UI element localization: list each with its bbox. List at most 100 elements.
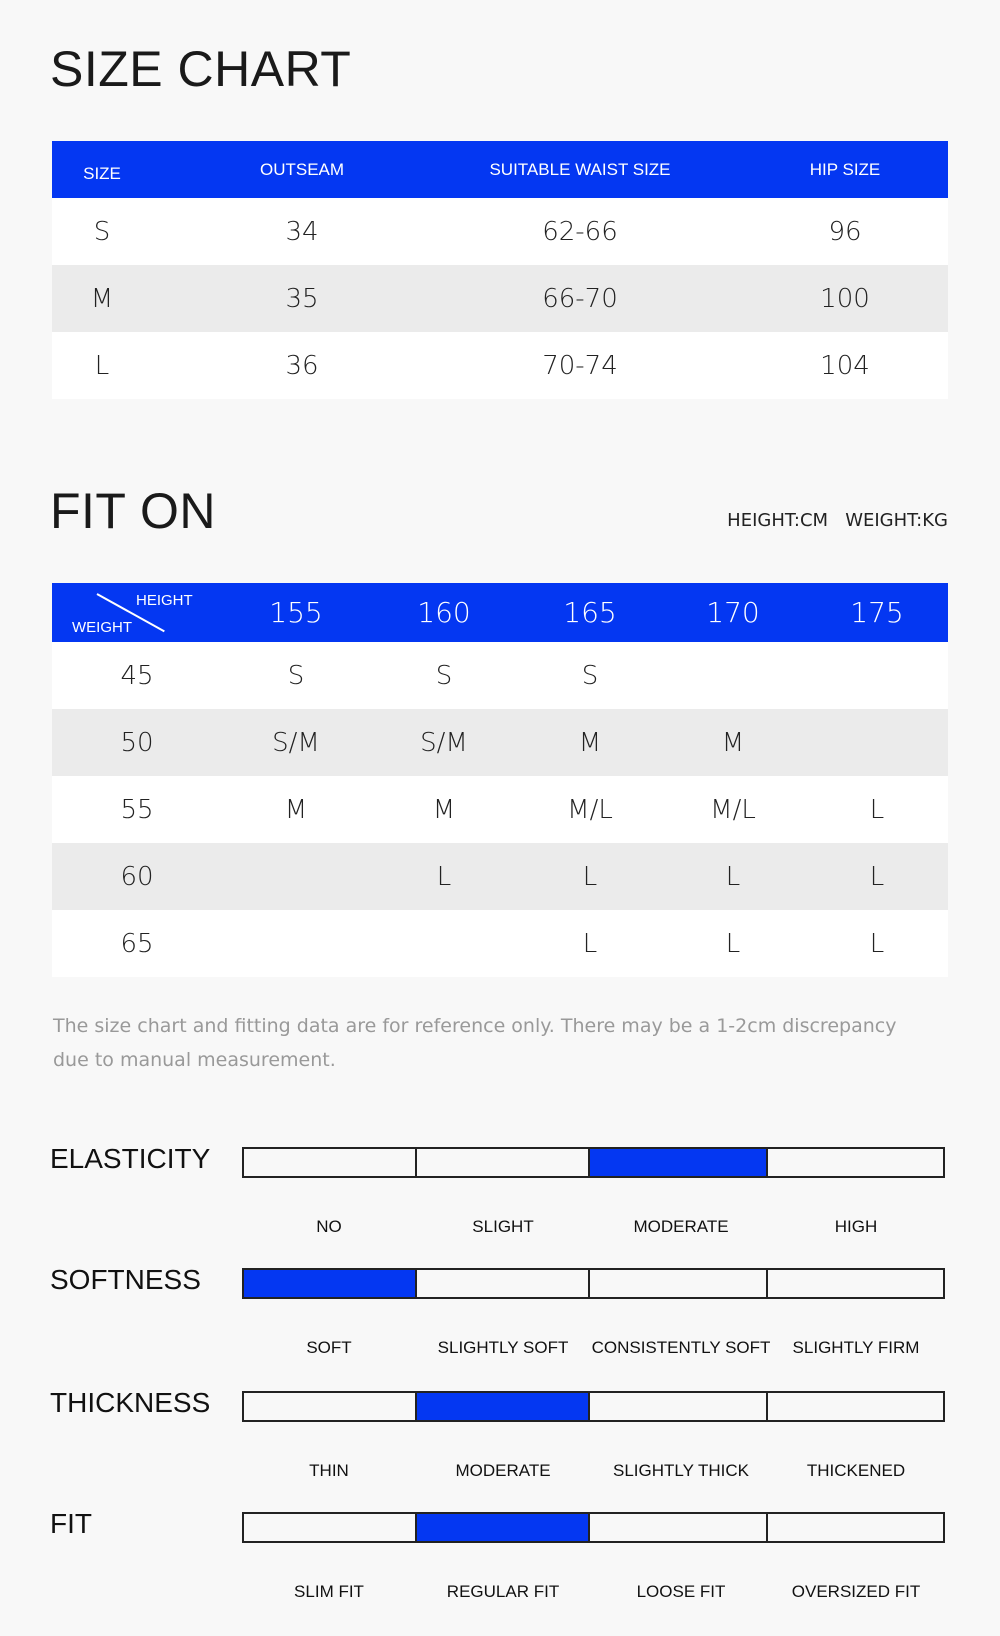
- scale-option: LOOSE FIT: [636, 1582, 726, 1601]
- table-cell: 70-74: [542, 350, 618, 381]
- scale-label: SOFTNESS: [50, 1264, 201, 1295]
- table-cell: 62-66: [542, 216, 618, 247]
- table-row: 60 L L L L: [52, 843, 948, 910]
- table-cell: 66-70: [542, 283, 618, 314]
- table-cell: 65: [120, 928, 154, 959]
- height-header: 155: [269, 596, 323, 629]
- table-row: 55 M M M/L M/L L: [52, 776, 948, 843]
- disclaimer: The size chart and fitting data are for …: [53, 1015, 897, 1071]
- scale-label: THICKNESS: [50, 1387, 211, 1418]
- scale-segment: [244, 1270, 418, 1297]
- table-cell: L: [869, 861, 885, 892]
- table-cell: 60: [120, 861, 154, 892]
- scale-option: REGULAR FIT: [446, 1582, 560, 1601]
- table-cell: S: [581, 660, 599, 691]
- height-header: 160: [417, 596, 471, 629]
- header-cell: SUITABLE WAIST SIZE: [489, 159, 671, 179]
- scale-bar-softness: [242, 1268, 945, 1299]
- scale-option: MODERATE: [455, 1461, 551, 1480]
- scale-segment: [768, 1393, 943, 1420]
- scale-option: SOFT: [306, 1338, 352, 1357]
- scale-segment: [417, 1514, 591, 1541]
- scale-option: CONSISTENTLY SOFT: [591, 1338, 771, 1357]
- corner-weight-label: WEIGHT: [72, 619, 132, 636]
- table-cell: 45: [120, 660, 154, 691]
- scale-segment: [590, 1270, 769, 1297]
- scale-option: SLIGHT: [472, 1217, 534, 1236]
- scale-segment: [417, 1270, 591, 1297]
- table-cell: S/M: [272, 727, 320, 758]
- table-row: M 35 66-70 100: [52, 265, 948, 332]
- scale-segment: [244, 1514, 418, 1541]
- fit-on-title: FIT ON: [50, 483, 216, 539]
- table-cell: S: [435, 660, 453, 691]
- scale-segment: [590, 1149, 769, 1176]
- table-cell: 100: [820, 283, 870, 314]
- table-cell: M: [284, 794, 308, 825]
- table-cell: S: [287, 660, 305, 691]
- scale-bar-thickness: [242, 1391, 945, 1422]
- table-cell: S: [93, 216, 111, 247]
- table-row: 65 L L L: [52, 910, 948, 977]
- table-cell: M/L: [567, 794, 613, 825]
- table-cell: 50: [120, 727, 154, 758]
- scale-option: HIGH: [834, 1217, 878, 1236]
- table-cell: M/L: [710, 794, 756, 825]
- scale-segment: [244, 1393, 418, 1420]
- table-cell: M: [432, 794, 456, 825]
- table-cell: M: [90, 283, 114, 314]
- table-cell: L: [582, 861, 598, 892]
- table-cell: 34: [285, 216, 319, 247]
- table-cell: L: [869, 928, 885, 959]
- table-cell: 36: [285, 350, 319, 381]
- scale-segment: [768, 1514, 943, 1541]
- scale-segment: [590, 1514, 769, 1541]
- fit-on-header: HEIGHT WEIGHT 155 160 165 170 175: [52, 583, 948, 642]
- scale-option: MODERATE: [633, 1217, 729, 1236]
- table-cell: L: [725, 928, 741, 959]
- scale-label: FIT: [50, 1508, 92, 1539]
- scale-bar-fit: [242, 1512, 945, 1543]
- table-cell: S/M: [420, 727, 468, 758]
- scale-segment: [768, 1270, 943, 1297]
- scale-option: SLIGHTLY THICK: [612, 1461, 750, 1480]
- scale-option: SLIM FIT: [294, 1582, 364, 1601]
- header-cell: OUTSEAM: [259, 159, 345, 179]
- size-chart-title: SIZE CHART: [50, 41, 352, 97]
- scale-segment: [590, 1393, 769, 1420]
- table-cell: L: [869, 794, 885, 825]
- table-cell: 104: [820, 350, 870, 381]
- scale-bar-elasticity: [242, 1147, 945, 1178]
- height-header: 175: [850, 596, 904, 629]
- header-cell: SIZE: [83, 163, 121, 183]
- table-cell: 55: [120, 794, 154, 825]
- scale-option: NO: [316, 1217, 342, 1236]
- table-row: S 34 62-66 96: [52, 198, 948, 265]
- table-cell: M: [721, 727, 745, 758]
- table-cell: L: [582, 928, 598, 959]
- scale-segment: [417, 1393, 591, 1420]
- scale-option: THICKENED: [806, 1461, 906, 1480]
- scale-segment: [244, 1149, 418, 1176]
- table-cell: L: [94, 350, 110, 381]
- corner-height-label: HEIGHT: [136, 592, 193, 609]
- scale-label: ELASTICITY: [50, 1143, 211, 1174]
- table-cell: L: [436, 861, 452, 892]
- table-row: 45 S S S: [52, 642, 948, 709]
- table-row: 50 S/M S/M M M: [52, 709, 948, 776]
- height-header: 165: [563, 596, 617, 629]
- scale-segment: [417, 1149, 591, 1176]
- table-cell: 96: [828, 216, 862, 247]
- table-cell: M: [578, 727, 602, 758]
- scale-option: THIN: [309, 1461, 349, 1480]
- table-cell: 35: [285, 283, 319, 314]
- size-chart-header: SIZE OUTSEAM SUITABLE WAIST SIZE HIP SIZE: [52, 141, 948, 198]
- units-note: HEIGHT:CM WEIGHT:KG: [727, 510, 948, 531]
- table-cell: L: [725, 861, 741, 892]
- scale-option: OVERSIZED FIT: [791, 1582, 921, 1601]
- scale-option: SLIGHTLY FIRM: [792, 1338, 920, 1357]
- table-row: L 36 70-74 104: [52, 332, 948, 399]
- scale-option: SLIGHTLY SOFT: [437, 1338, 569, 1357]
- height-header: 170: [706, 596, 760, 629]
- scale-segment: [768, 1149, 943, 1176]
